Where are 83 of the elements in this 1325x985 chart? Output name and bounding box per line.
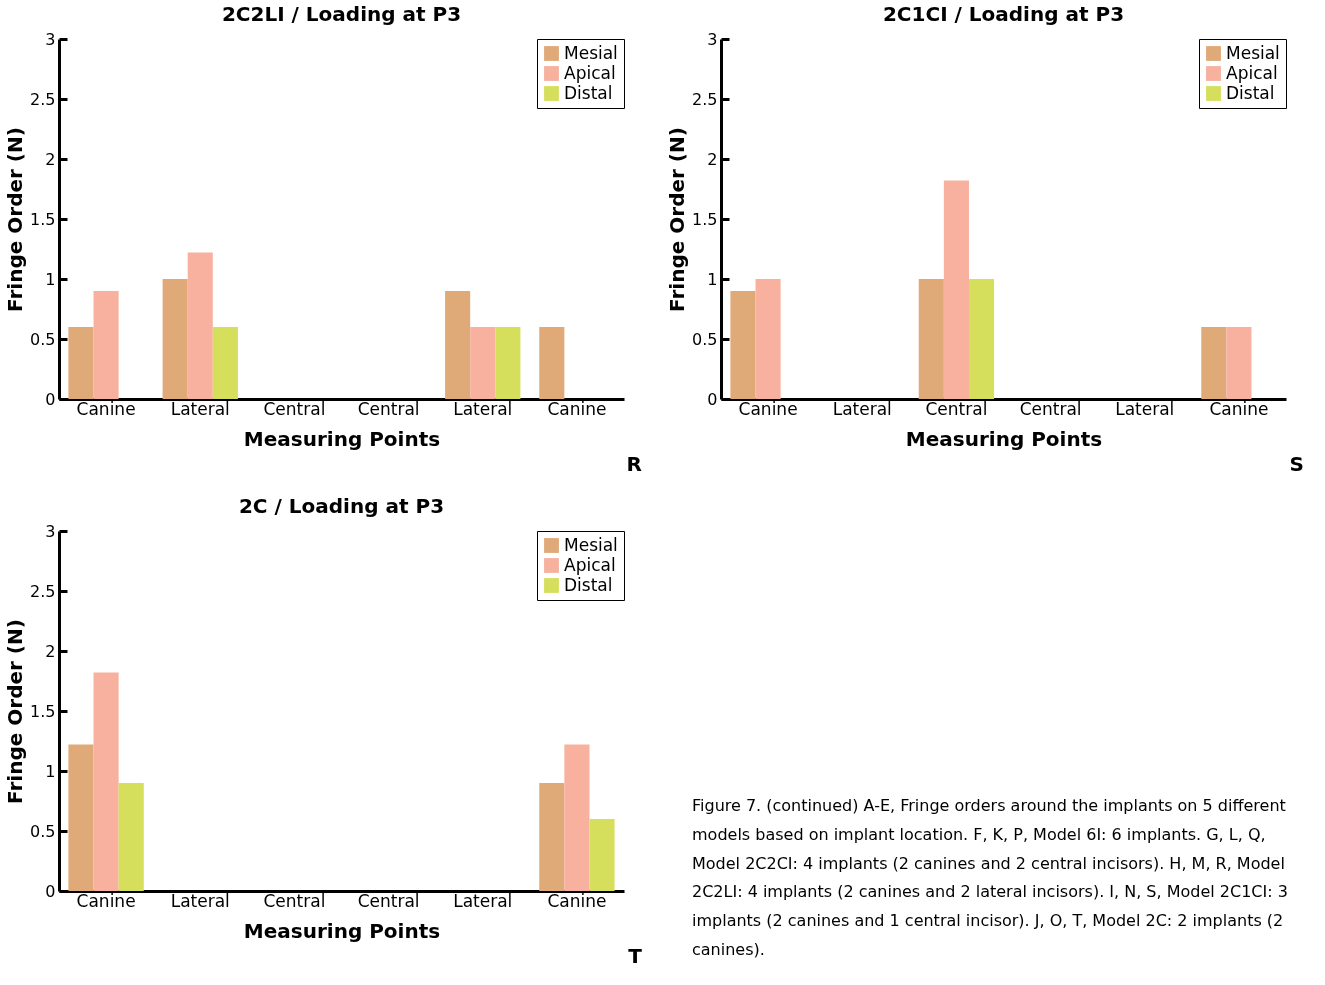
x-tick-label: Canine <box>76 398 136 419</box>
x-tick-label: Lateral <box>832 398 892 419</box>
x-tick-label: Central <box>263 890 326 911</box>
legend-label: Apical <box>564 62 616 83</box>
x-tick-label: Lateral <box>453 890 513 911</box>
y-tick-label: 1.5 <box>30 701 56 721</box>
bar <box>943 180 969 399</box>
y-tick-label: 1 <box>45 269 56 289</box>
x-axis-title: Measuring Points <box>243 426 441 451</box>
x-tick-label: Canine <box>1209 398 1269 419</box>
y-tick-label: 0.5 <box>692 329 718 349</box>
legend-label: Apical <box>564 554 616 575</box>
x-tick-label: Lateral <box>170 398 230 419</box>
text: T <box>628 944 642 968</box>
text: S <box>1289 452 1304 476</box>
bar <box>564 744 590 891</box>
x-tick-label: Central <box>263 398 326 419</box>
bar <box>495 327 521 399</box>
y-tick-label: 0.5 <box>30 329 56 349</box>
bar <box>539 783 565 891</box>
y-tick-label: 0 <box>45 389 56 409</box>
legend-label: Distal <box>564 574 613 595</box>
bar <box>918 279 944 399</box>
y-tick-label: 3 <box>45 521 56 541</box>
y-tick-label: 2.5 <box>692 89 718 109</box>
x-tick-label: Lateral <box>453 398 513 419</box>
y-axis-title: Fringe Order (N) <box>3 127 28 312</box>
legend-label: Distal <box>564 82 613 103</box>
y-tick-label: 3 <box>707 29 718 49</box>
x-tick-label: Lateral <box>170 890 230 911</box>
x-tick-label: Canine <box>547 890 607 911</box>
bar <box>118 783 144 891</box>
bar <box>187 252 213 399</box>
y-tick-label: 3 <box>45 29 56 49</box>
y-axis-title: Fringe Order (N) <box>3 619 28 804</box>
y-tick-label: 1 <box>45 761 56 781</box>
x-axis-title: Measuring Points <box>905 426 1103 451</box>
chart-title: 2C / Loading at P3 <box>238 494 445 518</box>
y-tick-label: 1.5 <box>692 209 718 229</box>
legend-label: Mesial <box>564 534 618 555</box>
bar <box>730 291 756 399</box>
y-tick-label: 2 <box>707 149 718 169</box>
caption: Figure 7. (continued) A-E, Fringe orders around the implants on 5 different models based on implant location. F, K, P, Model 6I: 6 implants. G, L, Q, Model 2C2CI: 4 implants (2 canines and 2 central incisors). H, M, R, Model 2C2LI: 4 implants (2 canines and 2 lateral incisors). I, N, S, Model 2C1CI: 3 implants (2 canines and 1 central incisor). J, O, T, Model 2C: 2 implants (2 canines). <box>691 795 1289 961</box>
bar <box>589 819 615 891</box>
x-tick-label: Canine <box>738 398 798 419</box>
x-tick-label: Central <box>925 398 988 419</box>
bar <box>93 672 119 891</box>
x-tick-label: Lateral <box>1115 398 1175 419</box>
y-tick-label: 2.5 <box>30 89 56 109</box>
x-tick-label: Central <box>357 398 420 419</box>
x-axis-title: Measuring Points <box>243 918 441 943</box>
bar <box>755 279 781 399</box>
x-tick-label: Canine <box>76 890 136 911</box>
bar <box>93 291 119 399</box>
legend-label: Mesial <box>1226 42 1280 63</box>
y-tick-label: 1 <box>707 269 718 289</box>
legend-label: Apical <box>1226 62 1278 83</box>
bar <box>212 327 238 399</box>
y-tick-label: 0.5 <box>30 821 56 841</box>
y-tick-label: 2.5 <box>30 581 56 601</box>
bar <box>445 291 471 399</box>
bar <box>68 327 94 399</box>
legend-label: Mesial <box>564 42 618 63</box>
y-tick-label: 0 <box>45 881 56 901</box>
text: R <box>626 452 642 476</box>
y-tick-label: 0 <box>707 389 718 409</box>
bar <box>539 327 565 399</box>
x-tick-label: Central <box>1019 398 1082 419</box>
chart-title: 2C1CI / Loading at P3 <box>882 2 1125 26</box>
bar <box>968 279 995 399</box>
y-axis-title: Fringe Order (N) <box>665 127 690 312</box>
bar <box>162 279 188 399</box>
y-tick-label: 1.5 <box>30 209 56 229</box>
chart-title: 2C2LI / Loading at P3 <box>221 2 462 26</box>
bar <box>470 327 496 399</box>
x-tick-label: Central <box>357 890 420 911</box>
bar <box>1201 327 1227 399</box>
bar <box>68 744 94 891</box>
y-tick-label: 2 <box>45 149 56 169</box>
x-tick-label: Canine <box>547 398 607 419</box>
bar <box>1226 327 1252 399</box>
legend-label: Distal <box>1226 82 1275 103</box>
y-tick-label: 2 <box>45 641 56 661</box>
